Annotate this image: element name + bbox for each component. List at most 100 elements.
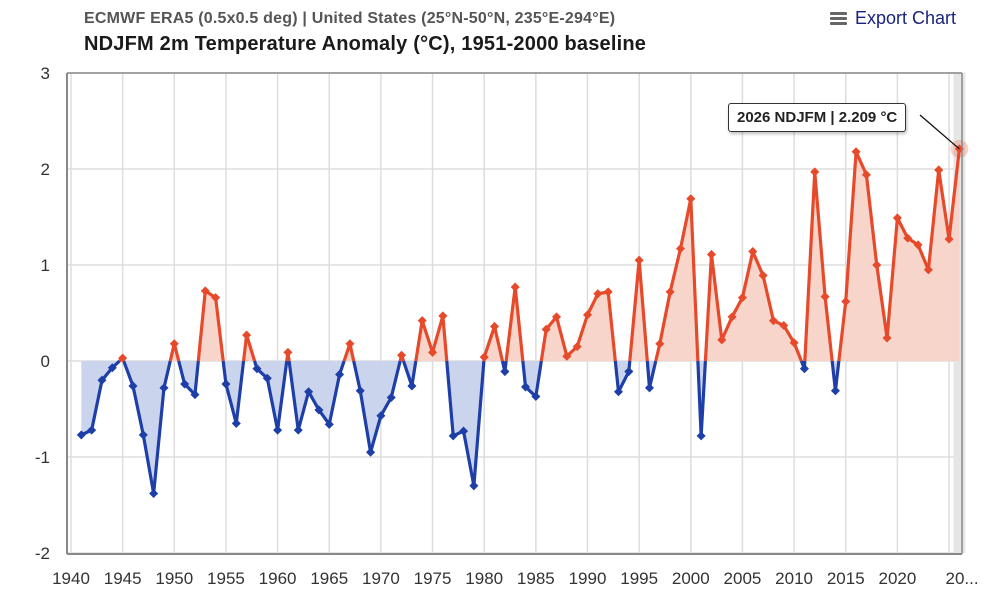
data-point [934, 165, 944, 175]
negative-area [178, 361, 199, 395]
y-tick-label: 0 [41, 352, 50, 371]
data-point [180, 379, 190, 389]
x-tick-label: 1945 [104, 569, 142, 588]
data-point [211, 293, 221, 303]
negative-line [177, 360, 200, 397]
negative-line [521, 360, 543, 399]
data-point [768, 316, 778, 326]
data-point [128, 381, 138, 391]
x-tick-label: 1940 [52, 569, 90, 588]
negative-line [221, 360, 246, 425]
negative-line [352, 360, 402, 454]
positive-area [705, 251, 802, 361]
x-tick-label: 2010 [775, 569, 813, 588]
data-point [221, 379, 231, 389]
export-chart-button[interactable]: Export Chart [830, 8, 956, 29]
data-point [169, 339, 179, 349]
chart-subtitle: ECMWF ERA5 (0.5x0.5 deg) | United States… [84, 10, 616, 27]
data-point [603, 287, 613, 297]
x-tick-label: 1975 [414, 569, 452, 588]
data-point [417, 316, 427, 326]
data-point [789, 338, 799, 348]
data-point [345, 339, 355, 349]
data-point [242, 330, 252, 340]
x-tick-label: 1950 [155, 569, 193, 588]
positive-area [483, 326, 503, 361]
negative-area [81, 361, 120, 435]
x-tick-label: 1990 [569, 569, 607, 588]
data-point [696, 431, 706, 441]
x-tick-label: 1980 [465, 569, 503, 588]
tooltip: 2026 NDJFM | 2.209 °C [728, 103, 907, 132]
data-point [138, 430, 148, 440]
y-tick-label: 3 [41, 64, 50, 83]
data-point [407, 381, 417, 391]
data-point [190, 390, 200, 400]
data-point [397, 350, 407, 360]
y-tick-label: -1 [35, 448, 50, 467]
y-tick-label: -2 [35, 544, 50, 563]
negative-area [446, 361, 484, 486]
data-point [551, 312, 562, 322]
data-point [231, 418, 241, 428]
data-point [366, 447, 376, 457]
positive-area [506, 287, 523, 361]
chart-title: NDJFM 2m Temperature Anomaly (°C), 1951-… [84, 33, 647, 55]
negative-area [353, 361, 401, 453]
data-point [727, 312, 737, 322]
data-point [799, 364, 809, 374]
data-point [820, 292, 830, 302]
data-point [675, 244, 685, 254]
x-tick-label: 2005 [724, 569, 762, 588]
area-fills [81, 148, 960, 494]
x-axis-ticks: 1940 1945 1950 1955 1960 1965 1970 1975 1980 1985… [52, 569, 979, 588]
positive-area [655, 198, 698, 361]
data-point [882, 333, 892, 343]
export-chart-label: Export Chart [855, 8, 957, 28]
x-tick-label: 20... [946, 569, 979, 588]
data-point [510, 282, 520, 292]
y-tick-label: 1 [41, 256, 50, 275]
data-point [531, 391, 541, 402]
data-point [903, 233, 913, 243]
data-point [469, 481, 479, 491]
data-point [490, 321, 500, 331]
data-point [252, 364, 262, 374]
x-tick-label: 1955 [207, 569, 245, 588]
data-point [76, 430, 86, 440]
data-point [438, 311, 448, 321]
data-point [748, 247, 758, 257]
data-point [283, 347, 293, 357]
negative-line [613, 360, 632, 394]
data-point [118, 353, 128, 363]
negative-area [223, 361, 244, 424]
x-tick-label: 1960 [259, 569, 297, 588]
x-tick-label: 1995 [620, 569, 658, 588]
data-point [706, 249, 716, 259]
data-point [717, 335, 727, 345]
data-point [149, 488, 159, 499]
x-tick-label: 1970 [362, 569, 400, 588]
hamburger-menu-icon [830, 12, 847, 25]
data-point [923, 265, 933, 275]
data-point [593, 289, 603, 299]
data-point [293, 425, 303, 435]
data-point [861, 170, 871, 180]
negative-line [122, 360, 172, 496]
x-tick-label: 1985 [517, 569, 555, 588]
data-point [644, 383, 655, 393]
data-point [830, 386, 840, 396]
x-tick-label: 2015 [827, 569, 865, 588]
axes [66, 72, 963, 555]
data-point [273, 425, 283, 435]
tooltip-connector [919, 114, 960, 150]
data-point [634, 255, 644, 265]
y-tick-label: 2 [41, 160, 50, 179]
data-point [87, 425, 97, 435]
data-point [159, 383, 169, 393]
positive-area [629, 260, 648, 361]
data-point [686, 194, 696, 204]
positive-area [804, 171, 833, 361]
data-point [500, 367, 510, 377]
